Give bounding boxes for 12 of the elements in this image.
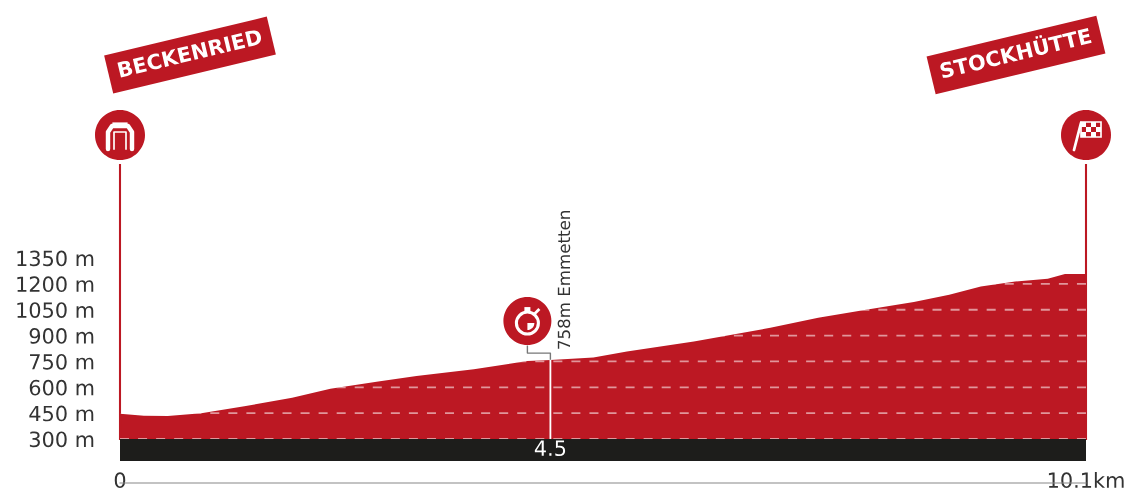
y-tick-label: 1350 m bbox=[17, 250, 94, 267]
x-tick-label: 0 bbox=[114, 472, 126, 489]
x-tick-label: 10.1km bbox=[1048, 471, 1124, 489]
y-tick-label: 600 m bbox=[29, 379, 94, 396]
y-tick-label: 1050 m bbox=[17, 302, 94, 318]
y-tick-label: 750 m bbox=[30, 353, 94, 370]
y-tick-label: 900 m bbox=[29, 328, 94, 344]
y-tick-label: 1200 m bbox=[17, 276, 94, 293]
y-tick-label: 450 m bbox=[29, 405, 94, 422]
y-tick-label: 300 m bbox=[29, 431, 94, 448]
annotation: 758m Emmetten bbox=[557, 211, 571, 349]
ref-line-label: 4.5 bbox=[534, 440, 566, 457]
